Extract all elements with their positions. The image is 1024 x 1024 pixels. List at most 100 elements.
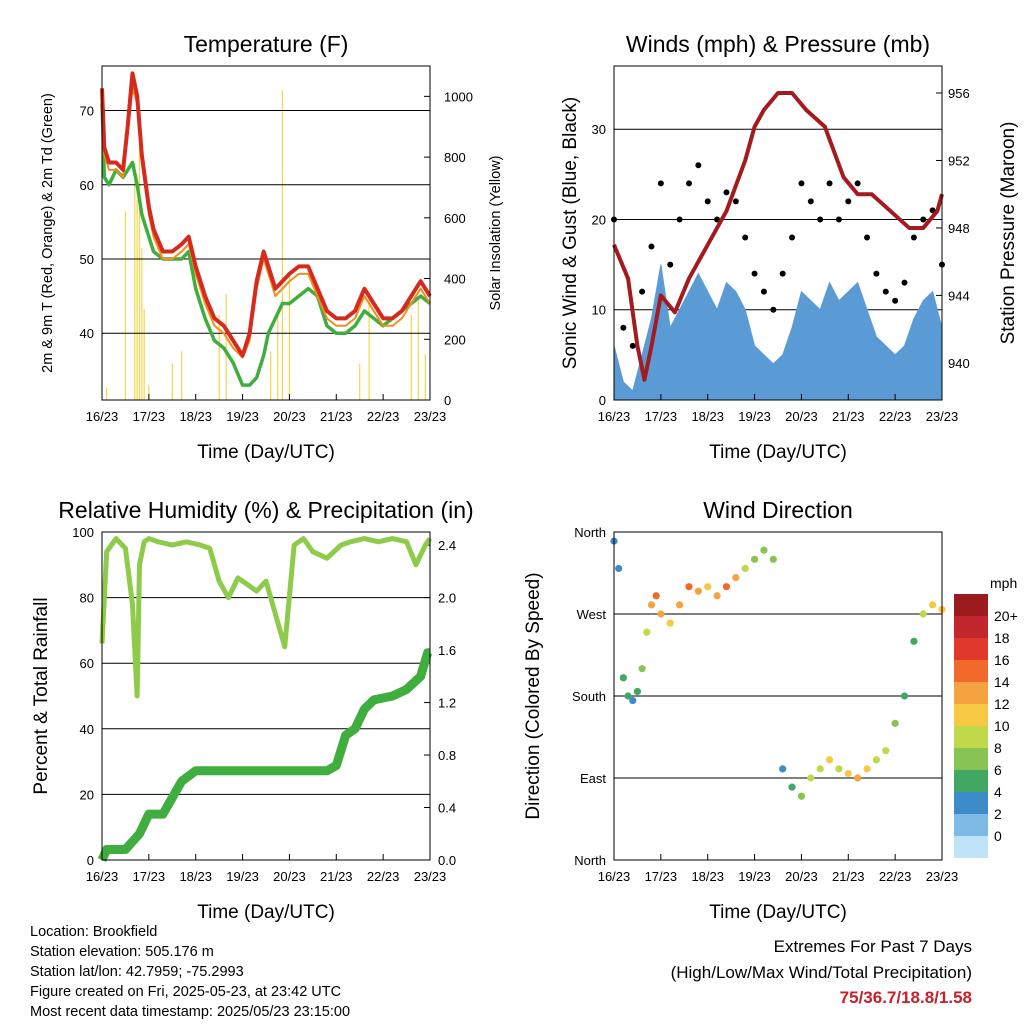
x-tick-label: 16/23 [86,409,119,424]
x-tick-label: 23/23 [414,409,447,424]
gust-point [901,279,908,286]
info-location: Location: Brookfield [30,924,158,940]
y-right-tick-label: 948 [948,221,970,236]
gust-point [742,234,749,241]
extremes-box: Extremes For Past 7 Days (High/Low/Max W… [671,934,972,1011]
direction-point [638,665,646,673]
x-tick-label: 19/23 [738,869,771,884]
colorbar-label: 20+ [994,608,1018,624]
direction-point [741,564,749,573]
direction-point [713,592,721,600]
colorbar-swatch [954,638,988,660]
colorbar-label: 0 [994,828,1002,844]
y-right-tick-label: 0.4 [438,801,456,816]
colorbar-label: 16 [994,652,1010,668]
direction-point [652,592,660,600]
x-tick-label: 22/23 [879,869,912,884]
x-tick-label: 16/23 [598,869,631,884]
y-right-tick-label: 0 [444,393,451,408]
x-tick-label: 23/23 [926,409,959,424]
station-info: Location: Brookfield Station elevation: … [30,922,350,1022]
info-latest: Most recent data timestamp: 2025/05/23 2… [30,1004,351,1020]
gust-point [760,288,767,295]
gust-point [770,306,777,313]
extremes-values: 75/36.7/18.8/1.58 [839,988,972,1007]
x-tick-label: 17/23 [133,409,166,424]
series-line-temp_red [100,71,432,358]
direction-point [647,601,656,609]
x-tick-label: 21/23 [320,409,353,424]
direction-point [891,719,899,727]
gust-point [835,216,842,223]
gust-point [854,180,861,187]
direction-point [750,555,759,563]
colorbar-label: 12 [994,696,1010,712]
gust-point [798,180,805,187]
direction-point [863,765,871,773]
colorbar-label: 8 [994,740,1002,756]
x-tick-label: 21/23 [832,409,865,424]
y-right-tick-label: 940 [948,356,970,371]
colorbar-swatch [954,792,988,814]
direction-point [807,774,815,782]
y-tick-label: East [580,771,606,786]
colorbar-swatch [954,704,988,726]
direction-point [760,546,768,554]
direction-point [844,769,852,778]
x-tick-label: 17/23 [133,869,166,884]
y-right-axis-label: Station Pressure (Maroon) [998,122,1019,345]
y-right-tick-label: 944 [948,288,970,303]
chart-title: Winds (mph) & Pressure (mb) [626,31,930,57]
gust-point [779,270,786,277]
chart-title: Wind Direction [703,497,853,523]
direction-point [816,765,824,773]
colorbar-label: 18 [994,630,1010,646]
y-tick-label: 100 [72,525,94,540]
y-right-tick-label: 800 [444,150,466,165]
direction-point [666,619,674,627]
colorbar-label: 14 [994,674,1010,690]
gust-point [695,162,702,169]
direction-point [722,583,731,591]
chart-title: Temperature (F) [184,31,349,57]
x-tick-label: 18/23 [691,869,724,884]
y-right-axis-label: Solar Insolation (Yellow) [488,155,504,310]
direction-point [929,601,937,609]
x-tick-label: 20/23 [273,409,306,424]
gust-point [789,234,796,241]
gust-point [910,234,917,241]
direction-point [882,747,890,755]
gust-point [817,216,824,223]
x-tick-label: 18/23 [179,869,212,884]
gust-point [685,180,692,187]
rh-line [99,536,433,699]
y-right-tick-label: 200 [444,332,466,347]
y-right-tick-label: 956 [948,86,970,101]
x-tick-label: 16/23 [86,869,119,884]
x-tick-label: 20/23 [785,869,818,884]
y-right-tick-label: 1.6 [438,643,456,658]
colorbar-label: 4 [994,784,1002,800]
x-tick-label: 23/23 [926,869,959,884]
gust-point [864,234,871,241]
wind-area [613,264,943,401]
y-right-tick-label: 0.0 [438,853,456,868]
gust-point [667,261,674,268]
gust-point [892,297,899,304]
colorbar-swatch [954,616,988,638]
extremes-title: Extremes For Past 7 Days [773,937,972,956]
x-tick-label: 22/23 [367,869,400,884]
gust-point [657,180,664,187]
gust-point [920,216,927,223]
pressure-line [612,90,944,382]
gust-point [732,198,739,205]
direction-point [779,765,787,773]
plot-frame [101,65,431,401]
y-tick-label: 60 [80,656,94,671]
gust-point [723,189,730,196]
direction-point [657,610,665,618]
y-tick-label: North [574,853,606,868]
x-axis-label: Time (Day/UTC) [197,902,335,923]
plot-frame [613,531,943,861]
